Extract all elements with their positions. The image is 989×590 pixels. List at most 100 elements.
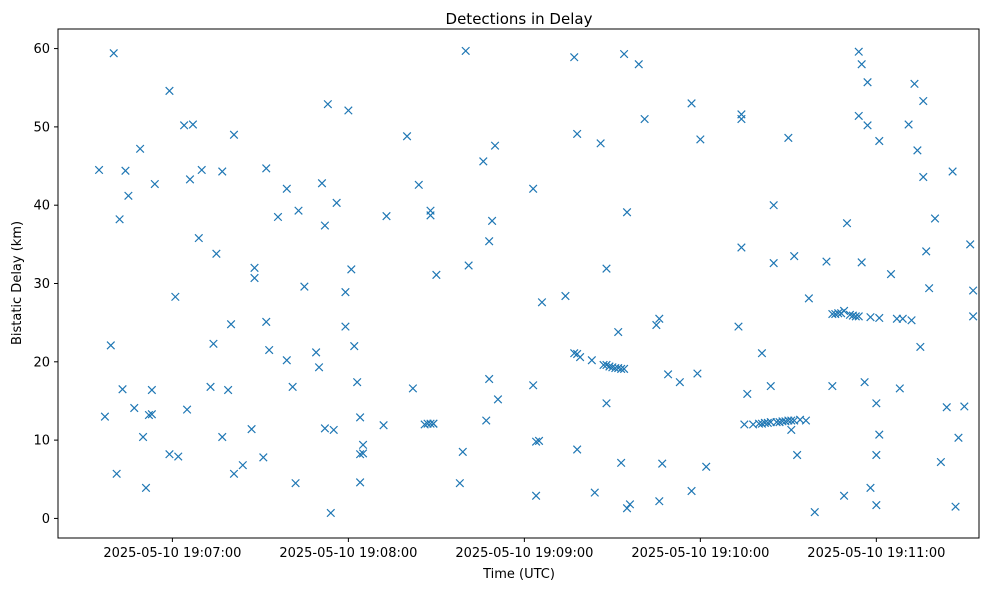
- data-point: [484, 236, 494, 246]
- data-point: [94, 165, 104, 175]
- data-point: [804, 294, 814, 303]
- data-point: [942, 403, 951, 412]
- data-point: [572, 129, 582, 139]
- plot-frame: [57, 28, 980, 539]
- data-point: [860, 377, 869, 387]
- data-point: [625, 500, 635, 509]
- data-point: [675, 377, 685, 387]
- data-point: [226, 319, 236, 329]
- data-point: [531, 491, 541, 500]
- data-point: [355, 413, 365, 422]
- data-point: [262, 164, 271, 173]
- data-point: [652, 320, 661, 330]
- data-point: [206, 382, 215, 392]
- data-point: [355, 449, 365, 459]
- data-point: [229, 469, 239, 479]
- data-point: [948, 167, 957, 176]
- x-axis-label: Time (UTC): [482, 567, 555, 582]
- data-point: [197, 165, 206, 175]
- data-point: [479, 157, 488, 166]
- data-point: [590, 488, 599, 497]
- y-tick-label: 10: [33, 434, 50, 449]
- data-point: [534, 436, 544, 446]
- data-point: [528, 381, 538, 390]
- data-point: [426, 211, 435, 220]
- data-point: [144, 410, 154, 420]
- data-point: [602, 399, 611, 408]
- data-point: [743, 389, 752, 399]
- data-point: [810, 507, 819, 517]
- data-point: [616, 364, 626, 374]
- data-point: [839, 306, 849, 316]
- data-point: [954, 433, 963, 442]
- data-point: [115, 215, 124, 224]
- data-point: [250, 273, 259, 283]
- data-point: [851, 312, 861, 321]
- data-point: [223, 385, 233, 395]
- data-point: [872, 450, 881, 460]
- data-point: [872, 500, 881, 510]
- data-point: [358, 449, 368, 458]
- data-point: [640, 114, 649, 124]
- plot-points: [94, 46, 978, 518]
- data-point: [429, 419, 438, 428]
- data-point: [247, 424, 256, 434]
- data-point: [135, 144, 145, 154]
- data-point: [561, 291, 570, 301]
- data-point: [355, 478, 365, 487]
- data-point: [619, 364, 629, 374]
- data-point: [828, 381, 837, 391]
- data-point: [484, 374, 494, 384]
- data-point: [951, 502, 960, 511]
- data-point: [616, 458, 626, 468]
- data-point: [965, 240, 975, 249]
- data-point: [326, 508, 336, 518]
- data-point: [109, 49, 118, 58]
- data-point: [487, 216, 497, 226]
- data-point: [570, 52, 579, 62]
- data-point: [174, 452, 183, 461]
- data-point: [165, 449, 174, 459]
- chart-title: Detections in Delay: [446, 10, 593, 28]
- data-point: [311, 348, 321, 357]
- x-tick-label: 2025-05-10 19:08:00: [279, 546, 417, 561]
- data-point: [426, 419, 435, 428]
- data-point: [323, 99, 333, 109]
- data-point: [482, 416, 491, 425]
- data-point: [789, 251, 799, 261]
- data-point: [408, 384, 418, 393]
- data-point: [209, 339, 218, 349]
- data-point: [358, 440, 368, 450]
- data-point: [528, 184, 538, 193]
- data-point: [118, 384, 127, 394]
- data-point: [919, 172, 928, 182]
- x-tick-label: 2025-05-10 19:11:00: [807, 546, 945, 561]
- y-tick-label: 0: [42, 512, 50, 527]
- data-point: [575, 352, 585, 362]
- data-point: [464, 261, 473, 270]
- data-point: [655, 496, 664, 506]
- data-point: [916, 342, 925, 352]
- data-point: [854, 111, 863, 121]
- data-point: [701, 462, 711, 471]
- data-point: [634, 60, 643, 69]
- data-point: [596, 139, 605, 148]
- data-point: [872, 399, 881, 408]
- data-point: [784, 133, 793, 143]
- x-axis-ticks: 2025-05-10 19:07:00 2025-05-10 19:08:00 20…: [103, 538, 945, 561]
- data-point: [769, 200, 778, 210]
- data-point: [757, 348, 767, 358]
- data-point: [792, 450, 802, 460]
- data-point: [320, 424, 330, 433]
- data-point: [769, 258, 778, 268]
- data-point: [262, 317, 271, 327]
- data-point: [229, 130, 239, 139]
- x-tick-label: 2025-05-10 19:09:00: [455, 546, 593, 561]
- data-point: [130, 403, 139, 413]
- data-point: [930, 214, 940, 223]
- data-point: [402, 132, 412, 141]
- data-point: [212, 249, 221, 258]
- data-point: [737, 243, 746, 252]
- data-point: [866, 312, 875, 322]
- y-tick-label: 30: [33, 277, 50, 292]
